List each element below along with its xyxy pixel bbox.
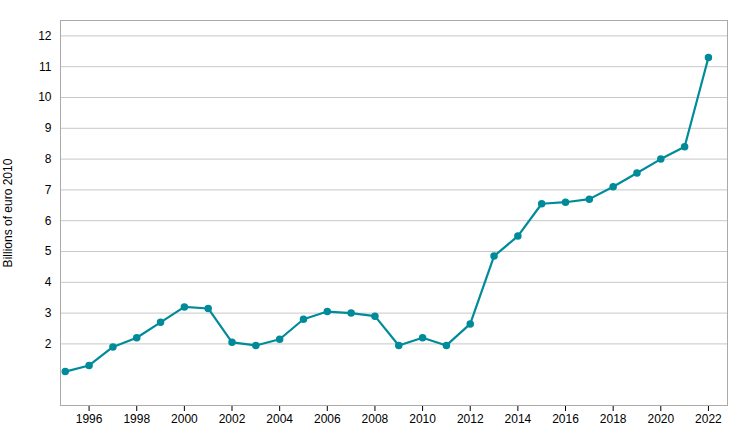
svg-text:2014: 2014 xyxy=(505,412,532,426)
svg-text:2006: 2006 xyxy=(314,412,341,426)
svg-text:11: 11 xyxy=(39,60,52,74)
svg-text:4: 4 xyxy=(45,275,52,289)
svg-text:12: 12 xyxy=(38,29,52,43)
svg-text:1998: 1998 xyxy=(123,412,150,426)
svg-text:Billions of euro 2010: Billions of euro 2010 xyxy=(1,158,15,267)
svg-text:2012: 2012 xyxy=(457,412,484,426)
svg-text:8: 8 xyxy=(45,152,52,166)
svg-text:5: 5 xyxy=(45,244,52,258)
svg-text:2008: 2008 xyxy=(362,412,389,426)
svg-text:2000: 2000 xyxy=(171,412,198,426)
svg-text:2004: 2004 xyxy=(266,412,293,426)
svg-text:2020: 2020 xyxy=(647,412,674,426)
svg-text:2018: 2018 xyxy=(600,412,627,426)
svg-text:10: 10 xyxy=(38,90,52,104)
svg-text:2016: 2016 xyxy=(552,412,579,426)
svg-text:6: 6 xyxy=(45,214,52,228)
svg-text:9: 9 xyxy=(45,121,52,135)
svg-text:1996: 1996 xyxy=(76,412,103,426)
svg-text:7: 7 xyxy=(45,183,52,197)
svg-text:2002: 2002 xyxy=(219,412,246,426)
svg-text:2010: 2010 xyxy=(409,412,436,426)
svg-text:3: 3 xyxy=(45,306,52,320)
svg-text:2022: 2022 xyxy=(695,412,722,426)
svg-text:2: 2 xyxy=(45,337,52,351)
